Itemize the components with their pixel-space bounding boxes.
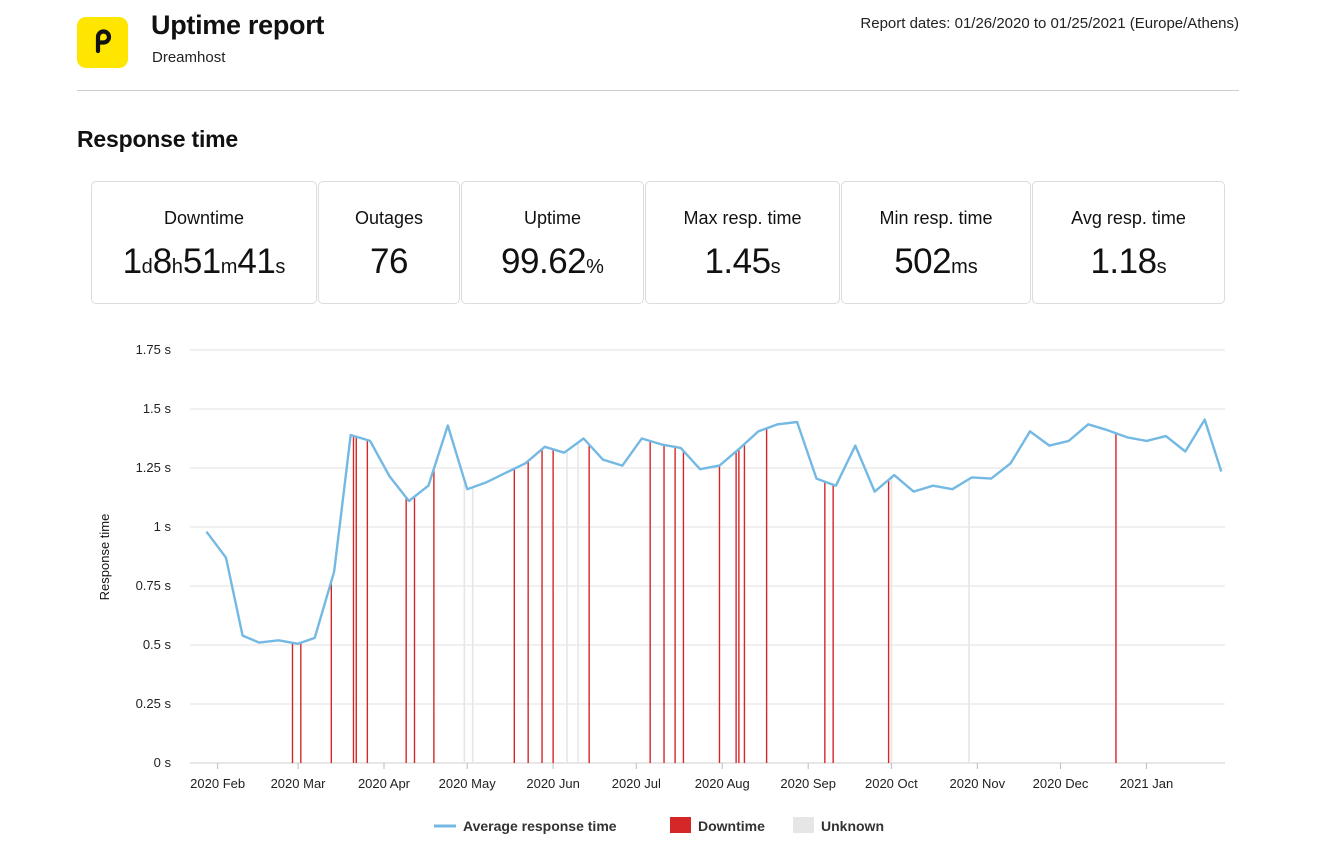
- stat-label: Downtime: [163, 208, 245, 228]
- y-tick-label: 1.5 s: [143, 401, 172, 416]
- y-tick-label: 0 s: [154, 755, 172, 770]
- stat-value: 76: [319, 242, 459, 282]
- stat-label: Min resp. time: [879, 208, 993, 228]
- legend-average-response-time[interactable]: Average response time: [463, 818, 617, 834]
- stat-unit: h: [171, 256, 183, 278]
- stat-card-uptime: Uptime 99.62%: [461, 181, 644, 304]
- x-tick-label: 2020 Feb: [190, 776, 245, 791]
- stat-number: 41: [237, 242, 276, 281]
- stat-number: 51: [182, 242, 221, 281]
- downtime-bars: [291, 428, 1117, 763]
- x-tick-label: 2020 Jun: [526, 776, 580, 791]
- section-title: Response time: [77, 126, 239, 152]
- stat-unit: s: [275, 256, 286, 278]
- response-line: [205, 418, 1223, 645]
- stat-card-min-resp-time: Min resp. time 502ms: [841, 181, 1031, 304]
- x-tick-labels: 2020 Feb 2020 Mar 2020 Apr 2020 May 2020 Jun…: [190, 763, 1173, 791]
- y-tick-labels: 0 s 0.25 s 0.5 s 0.75 s 1 s 1.25 s 1.5 s 1.75 s: [136, 342, 172, 770]
- report-title: Uptime report: [151, 10, 325, 40]
- stat-unit: s: [1156, 256, 1167, 278]
- x-tick-label: 2020 Mar: [271, 776, 327, 791]
- header-divider: [77, 90, 1239, 91]
- stat-label: Uptime: [523, 208, 581, 228]
- legend-downtime[interactable]: Downtime: [698, 818, 765, 834]
- stat-card-max-resp-time: Max resp. time 1.45s: [645, 181, 840, 304]
- site-name: Dreamhost: [152, 49, 226, 66]
- stat-value: 502ms: [842, 242, 1030, 282]
- stat-label: Max resp. time: [683, 208, 802, 228]
- stat-unit: %: [586, 256, 604, 278]
- stat-unit: d: [141, 256, 153, 278]
- stat-unit: s: [770, 256, 781, 278]
- x-tick-label: 2020 Oct: [865, 776, 918, 791]
- stat-label: Outages: [354, 208, 424, 228]
- stat-value: 1d8h51m41s: [92, 242, 316, 282]
- x-tick-label: 2020 Jul: [612, 776, 661, 791]
- logo: [77, 17, 128, 68]
- y-tick-label: 1.75 s: [136, 342, 172, 357]
- y-tick-label: 1.25 s: [136, 460, 172, 475]
- legend-unknown[interactable]: Unknown: [821, 818, 884, 834]
- y-tick-label: 0.25 s: [136, 696, 172, 711]
- stat-label: Avg resp. time: [1071, 208, 1186, 228]
- stat-number: 1.18: [1090, 242, 1157, 281]
- stat-number: 76: [370, 242, 408, 281]
- response-time-chart: 0 s 0.25 s 0.5 s 0.75 s 1 s 1.25 s 1.5 s 1.75 s…: [97, 342, 1225, 834]
- stat-unit: m: [220, 256, 238, 278]
- legend-unknown-swatch-icon: [793, 817, 814, 833]
- x-tick-label: 2020 Apr: [358, 776, 411, 791]
- stat-card-avg-resp-time: Avg resp. time 1.18s: [1032, 181, 1225, 304]
- x-tick-label: 2020 Nov: [950, 776, 1006, 791]
- average-response-time-line: [205, 418, 1223, 645]
- y-tick-label: 0.75 s: [136, 578, 172, 593]
- legend-downtime-swatch-icon: [670, 817, 691, 833]
- stat-card-outages: Outages 76: [318, 181, 460, 304]
- stat-number: 502: [894, 242, 952, 281]
- unknown-bars: [463, 442, 970, 763]
- p-letter-logo-icon: [95, 29, 112, 54]
- stat-number: 99.62: [501, 242, 587, 281]
- stat-value: 1.18s: [1033, 242, 1224, 282]
- legend: Average response time Downtime Unknown: [434, 817, 884, 834]
- stat-number: 8: [152, 242, 172, 281]
- y-tick-label: 1 s: [154, 519, 172, 534]
- stat-value: 99.62%: [462, 242, 643, 282]
- stat-card-downtime: Downtime 1d8h51m41s: [91, 181, 317, 304]
- stat-value: 1.45s: [646, 242, 839, 282]
- x-tick-label: 2020 Sep: [780, 776, 836, 791]
- stat-unit: ms: [951, 256, 978, 278]
- x-tick-label: 2021 Jan: [1120, 776, 1174, 791]
- y-tick-label: 0.5 s: [143, 637, 172, 652]
- grid-lines: [190, 349, 1225, 764]
- y-axis-title: Response time: [97, 514, 112, 601]
- stat-number: 1.45: [704, 242, 771, 281]
- x-tick-label: 2020 Dec: [1033, 776, 1089, 791]
- x-tick-label: 2020 Aug: [695, 776, 750, 791]
- x-tick-label: 2020 May: [439, 776, 497, 791]
- stat-number: 1: [122, 242, 142, 281]
- report-dates: Report dates: 01/26/2020 to 01/25/2021 (…: [860, 15, 1239, 32]
